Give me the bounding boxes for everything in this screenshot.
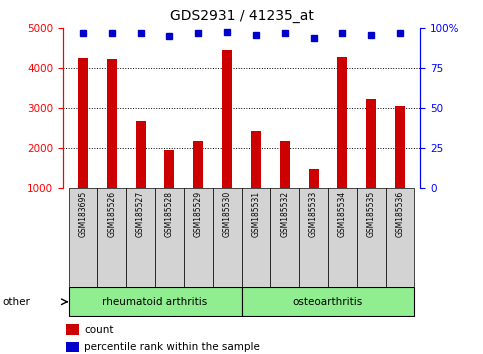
- Bar: [395, 106, 405, 227]
- Text: GSM185529: GSM185529: [194, 190, 203, 237]
- Bar: [126, 188, 155, 287]
- Bar: [107, 59, 117, 227]
- Text: GSM185535: GSM185535: [367, 190, 376, 237]
- Text: GSM185530: GSM185530: [223, 190, 231, 237]
- Text: GSM183695: GSM183695: [78, 190, 87, 237]
- Bar: [328, 188, 357, 287]
- Text: GSM185528: GSM185528: [165, 190, 174, 236]
- Bar: [299, 188, 328, 287]
- Text: GDS2931 / 41235_at: GDS2931 / 41235_at: [170, 9, 313, 23]
- Bar: [193, 141, 203, 227]
- Bar: [251, 131, 261, 227]
- Text: GSM185526: GSM185526: [107, 190, 116, 237]
- Text: GSM185531: GSM185531: [252, 190, 260, 237]
- Bar: [98, 188, 126, 287]
- Bar: [309, 169, 319, 227]
- Text: osteoarthritis: osteoarthritis: [293, 297, 363, 307]
- Bar: [213, 188, 242, 287]
- Text: other: other: [2, 297, 30, 307]
- Bar: [280, 141, 290, 227]
- Bar: [242, 287, 414, 316]
- Text: GSM185536: GSM185536: [396, 190, 405, 237]
- Bar: [366, 99, 376, 227]
- Bar: [66, 324, 79, 335]
- Bar: [242, 188, 270, 287]
- Bar: [357, 188, 385, 287]
- Bar: [66, 342, 79, 352]
- Bar: [184, 188, 213, 287]
- Text: GSM185533: GSM185533: [309, 190, 318, 237]
- Bar: [69, 188, 98, 287]
- Text: GSM185527: GSM185527: [136, 190, 145, 237]
- Text: count: count: [84, 325, 114, 335]
- Text: GSM185532: GSM185532: [280, 190, 289, 237]
- Bar: [69, 287, 242, 316]
- Bar: [136, 121, 146, 227]
- Bar: [164, 150, 174, 227]
- Bar: [78, 58, 88, 227]
- Bar: [270, 188, 299, 287]
- Bar: [222, 50, 232, 227]
- Text: GSM185534: GSM185534: [338, 190, 347, 237]
- Bar: [155, 188, 184, 287]
- Text: rheumatoid arthritis: rheumatoid arthritis: [102, 297, 208, 307]
- Text: percentile rank within the sample: percentile rank within the sample: [84, 342, 260, 352]
- Bar: [385, 188, 414, 287]
- Bar: [337, 57, 347, 227]
